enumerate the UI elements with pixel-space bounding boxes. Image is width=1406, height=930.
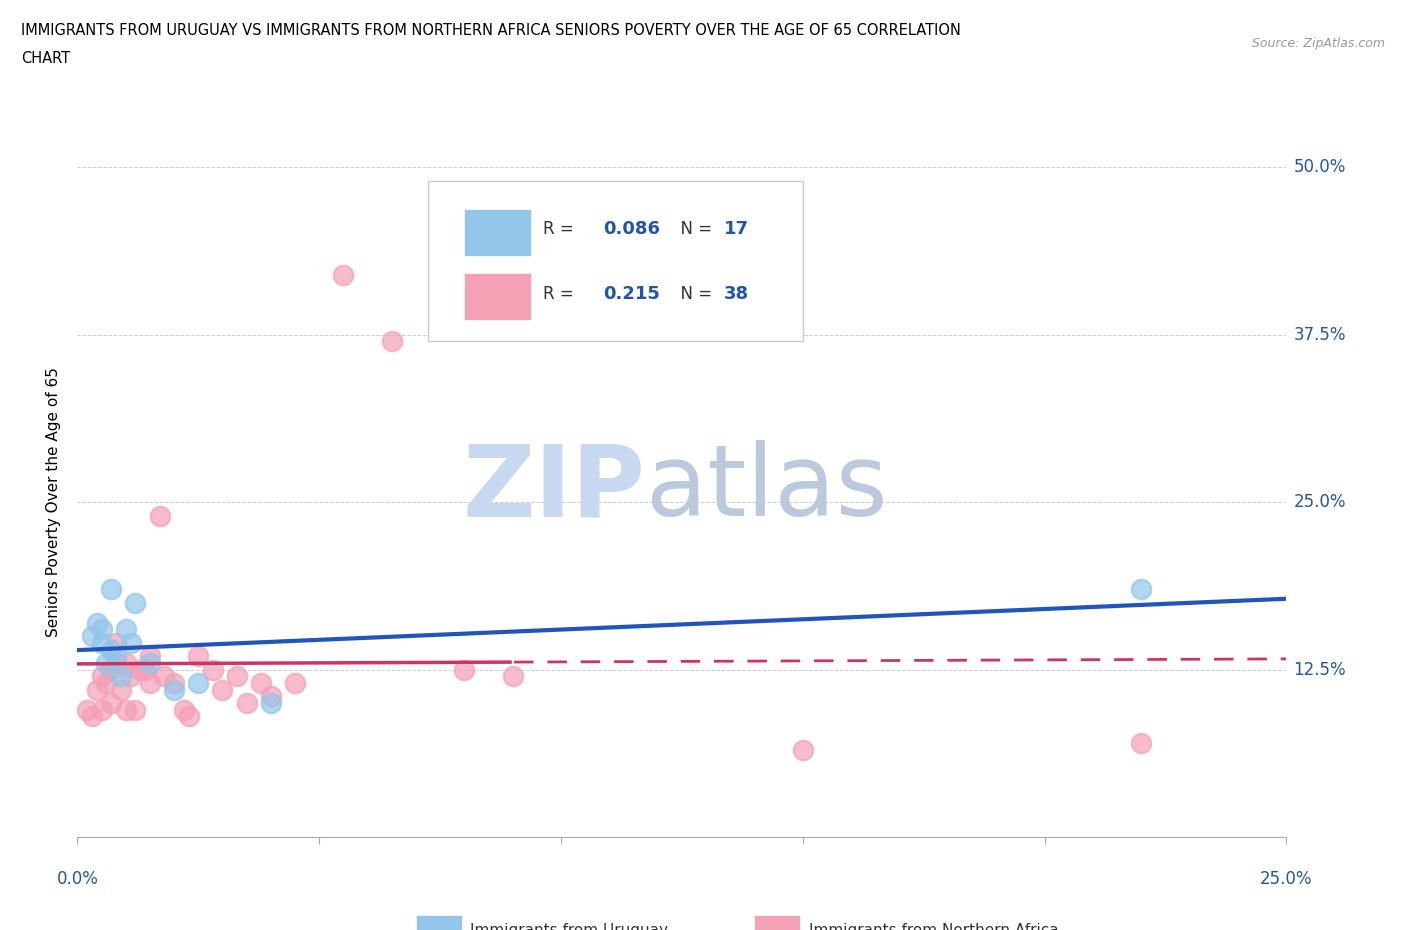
Text: ZIP: ZIP: [463, 440, 645, 538]
Point: [187, 675, 209, 690]
Text: N =: N =: [669, 285, 717, 302]
Point: [90, 702, 112, 717]
Point: [110, 683, 132, 698]
Point: [211, 683, 233, 698]
Point: [96, 656, 118, 671]
Point: [129, 662, 152, 677]
Point: [187, 649, 209, 664]
Point: [114, 656, 136, 671]
Point: [453, 662, 475, 677]
Point: [260, 696, 283, 711]
Y-axis label: Seniors Poverty Over the Age of 65: Seniors Poverty Over the Age of 65: [46, 367, 62, 637]
Point: [139, 649, 162, 664]
Point: [114, 702, 136, 717]
Text: Immigrants from Uruguay: Immigrants from Uruguay: [470, 923, 668, 930]
Point: [96, 675, 118, 690]
Point: [139, 656, 162, 671]
FancyBboxPatch shape: [464, 273, 531, 320]
Text: 37.5%: 37.5%: [1294, 326, 1346, 344]
Point: [110, 669, 132, 684]
FancyBboxPatch shape: [416, 915, 461, 930]
Text: 0.215: 0.215: [603, 285, 661, 302]
Point: [148, 508, 170, 523]
Text: 12.5%: 12.5%: [1294, 660, 1346, 679]
Text: Immigrants from Northern Africa: Immigrants from Northern Africa: [808, 923, 1059, 930]
Point: [100, 662, 122, 677]
Point: [120, 635, 142, 650]
Point: [120, 669, 142, 684]
Point: [90, 669, 112, 684]
Point: [100, 696, 122, 711]
Text: 25.0%: 25.0%: [1294, 493, 1346, 512]
Point: [124, 595, 146, 610]
Point: [114, 622, 136, 637]
Point: [502, 669, 524, 684]
Point: [139, 675, 162, 690]
Point: [173, 702, 195, 717]
Point: [124, 702, 146, 717]
Point: [100, 642, 122, 657]
Text: N =: N =: [669, 219, 717, 238]
Text: atlas: atlas: [645, 440, 887, 538]
Text: R =: R =: [543, 285, 579, 302]
Point: [1130, 736, 1153, 751]
Point: [80, 709, 103, 724]
Point: [100, 582, 122, 597]
Text: Source: ZipAtlas.com: Source: ZipAtlas.com: [1251, 37, 1385, 50]
Text: 0.0%: 0.0%: [56, 870, 98, 888]
Text: 25.0%: 25.0%: [1260, 870, 1313, 888]
FancyBboxPatch shape: [427, 180, 803, 341]
Point: [105, 635, 128, 650]
Text: CHART: CHART: [21, 51, 70, 66]
Point: [332, 267, 354, 282]
FancyBboxPatch shape: [464, 208, 531, 256]
Text: R =: R =: [543, 219, 579, 238]
Point: [1130, 582, 1153, 597]
Point: [201, 662, 224, 677]
Point: [86, 616, 108, 631]
Point: [235, 696, 257, 711]
Point: [105, 649, 128, 664]
Point: [284, 675, 307, 690]
Point: [792, 742, 814, 757]
Point: [86, 683, 108, 698]
Point: [90, 622, 112, 637]
Point: [90, 635, 112, 650]
Text: 17: 17: [724, 219, 749, 238]
Text: 0.086: 0.086: [603, 219, 661, 238]
Text: IMMIGRANTS FROM URUGUAY VS IMMIGRANTS FROM NORTHERN AFRICA SENIORS POVERTY OVER : IMMIGRANTS FROM URUGUAY VS IMMIGRANTS FR…: [21, 23, 960, 38]
Point: [105, 656, 128, 671]
Point: [163, 675, 186, 690]
Point: [177, 709, 200, 724]
Point: [226, 669, 249, 684]
Point: [250, 675, 273, 690]
Point: [153, 669, 176, 684]
Text: 38: 38: [724, 285, 749, 302]
Point: [80, 629, 103, 644]
Point: [381, 334, 404, 349]
Point: [260, 689, 283, 704]
Point: [76, 702, 98, 717]
Point: [163, 683, 186, 698]
Point: [134, 662, 156, 677]
Text: 50.0%: 50.0%: [1294, 158, 1346, 177]
FancyBboxPatch shape: [755, 915, 800, 930]
